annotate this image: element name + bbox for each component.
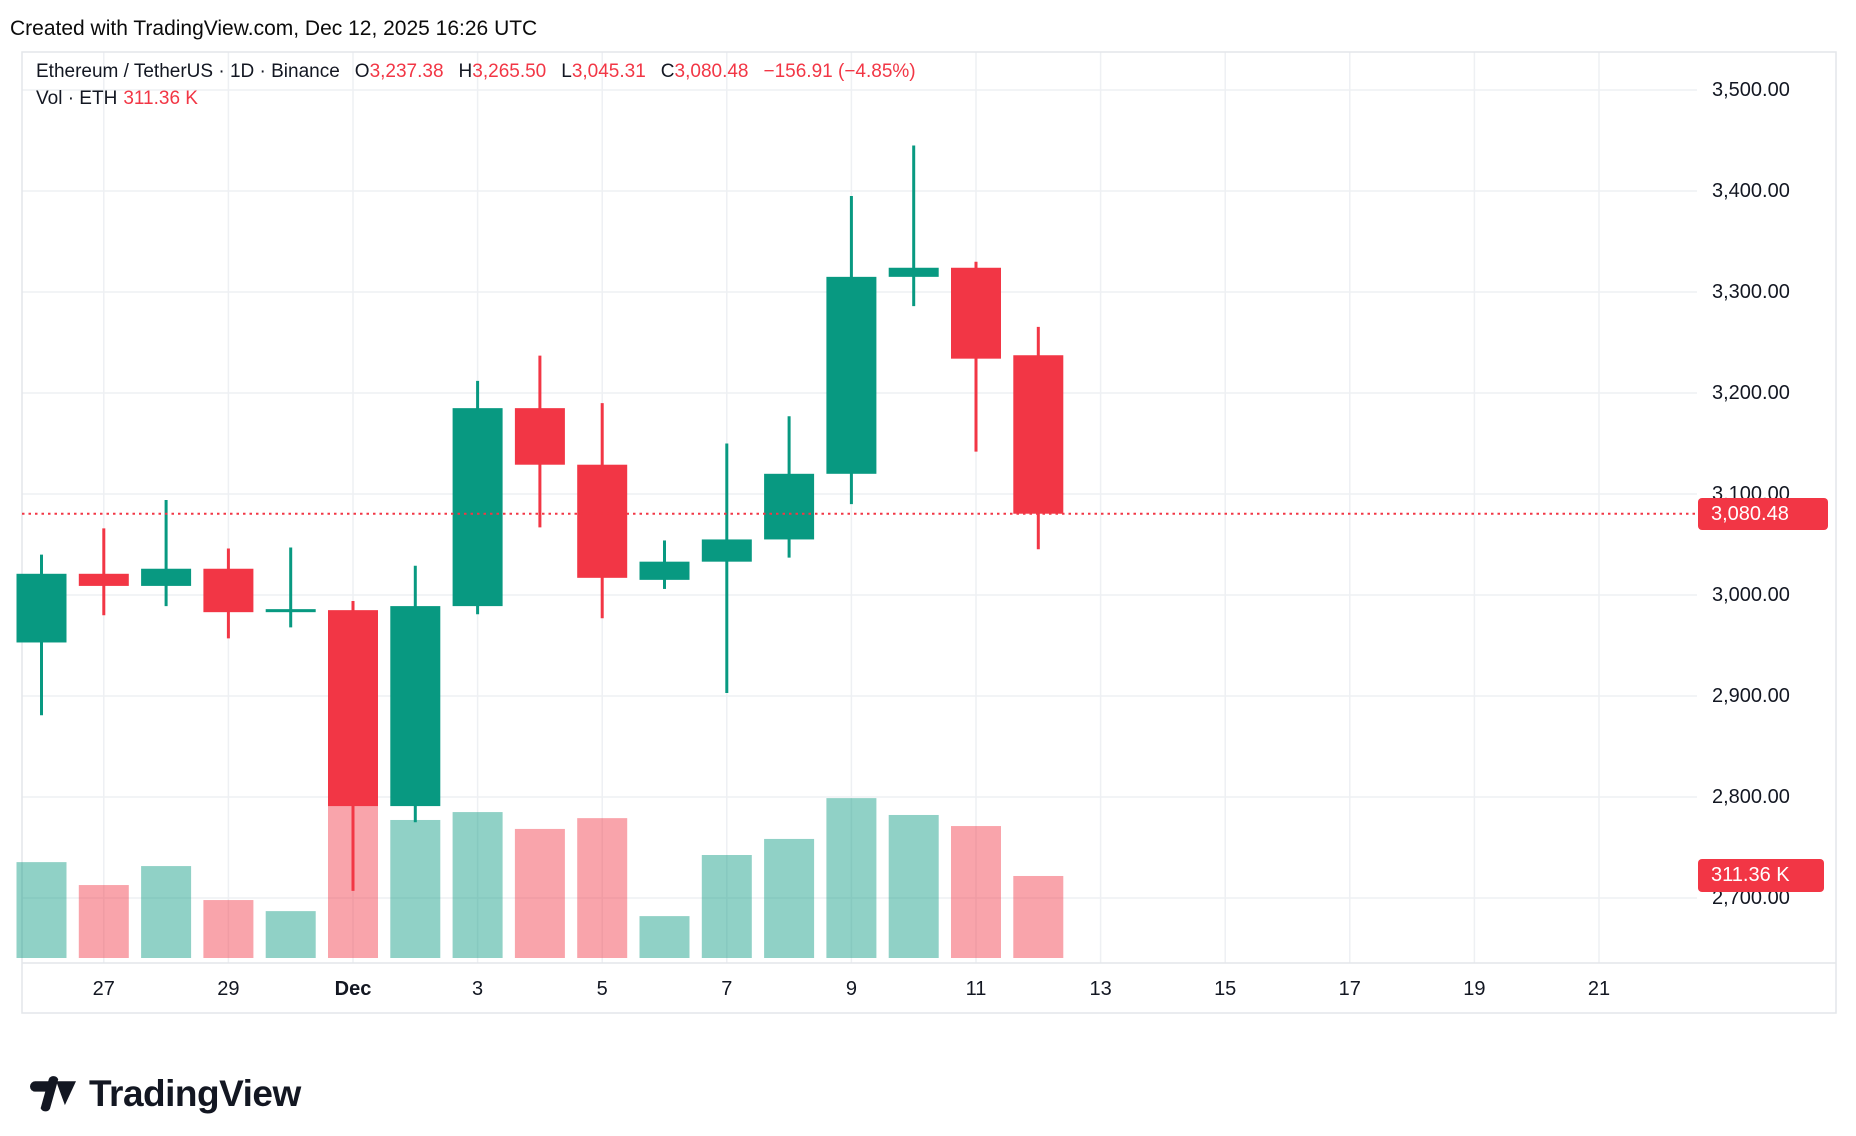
candle[interactable] [78, 573, 129, 586]
change-value: −156.91 (−4.85%) [763, 61, 916, 82]
price-axis-label: 3,200.00 [1712, 382, 1790, 404]
attribution-text: Created with TradingView.com, Dec 12, 20… [10, 17, 538, 40]
candle[interactable] [951, 267, 1001, 359]
ohlc-value-l: 3,045.31 [571, 61, 646, 82]
volume-bar[interactable] [390, 819, 441, 958]
candle[interactable] [16, 573, 67, 643]
time-axis-label-27: 27 [92, 978, 115, 1000]
candle[interactable] [141, 568, 192, 586]
time-axis-label-29: 29 [217, 978, 240, 1000]
volume-bar[interactable] [514, 828, 565, 958]
volume-bar[interactable] [577, 818, 628, 958]
time-axis-label-15: 15 [1214, 978, 1237, 1000]
last-price-tag-value: 3,080.48 [1711, 502, 1789, 525]
candle[interactable] [764, 473, 815, 540]
time-axis-label-21: 21 [1587, 978, 1611, 1000]
time-axis-label-5: 5 [596, 978, 608, 1000]
time-axis-label-9: 9 [845, 978, 857, 1000]
price-axis-label: 3,300.00 [1712, 281, 1790, 303]
volume-bar[interactable] [639, 916, 690, 958]
volume-bar[interactable] [951, 826, 1001, 958]
tradingview-logo-text: TradingView [89, 1073, 301, 1114]
legend-volume-row: Vol · ETH 311.36 K [36, 85, 916, 112]
time-axis-label-dec: Dec [334, 978, 372, 1000]
candle[interactable] [701, 539, 752, 562]
price-axis-label: 2,900.00 [1712, 685, 1790, 707]
symbol-title[interactable]: Ethereum / TetherUS · 1D · Binance [36, 61, 340, 82]
candle[interactable] [639, 561, 690, 580]
volume-bar[interactable] [78, 885, 129, 958]
volume-bar[interactable] [16, 862, 67, 958]
candle[interactable] [390, 606, 441, 807]
price-axis-label: 2,700.00 [1712, 887, 1790, 909]
ohlc-value-c: 3,080.48 [674, 61, 749, 82]
price-axis-label: 3,500.00 [1712, 79, 1790, 101]
time-axis-label-3: 3 [472, 978, 484, 1000]
volume-title[interactable]: Vol · ETH [36, 88, 118, 109]
candle[interactable] [514, 408, 565, 465]
ohlc-label-c: C [660, 61, 675, 82]
volume-bar[interactable] [826, 798, 877, 958]
candle[interactable] [826, 276, 877, 474]
volume-bar[interactable] [141, 866, 192, 958]
volume-bar[interactable] [701, 855, 752, 958]
price-axis-label: 3,400.00 [1712, 180, 1790, 202]
time-axis-label-19: 19 [1463, 978, 1486, 1000]
volume-bar[interactable] [265, 911, 316, 958]
volume-tag: 311.36 K [1698, 859, 1824, 892]
volume-bar[interactable] [1013, 875, 1064, 958]
candle[interactable] [1013, 355, 1064, 514]
candle[interactable] [452, 408, 503, 607]
ohlc-label-h: H [458, 61, 473, 82]
volume-bar[interactable] [888, 814, 939, 958]
ohlc-label-o: O [354, 61, 370, 82]
ohlc-value-o: 3,237.38 [369, 61, 444, 82]
volume-tag-value: 311.36 K [1711, 864, 1790, 886]
last-price-tag: 3,080.48 [1698, 498, 1828, 530]
candle[interactable] [265, 609, 316, 613]
volume-bar[interactable] [764, 838, 815, 958]
volume-bar[interactable] [203, 900, 254, 958]
time-axis-label-11: 11 [965, 978, 987, 1000]
volume-bar[interactable] [452, 812, 503, 958]
ohlc-values: O3,237.38 H3,265.50 L3,045.31 C3,080.48 [355, 58, 764, 85]
price-axis-label: 3,000.00 [1712, 584, 1790, 606]
tradingview-logo[interactable]: TradingView [30, 1072, 301, 1116]
time-axis-label-17: 17 [1338, 978, 1361, 1000]
ohlc-label-l: L [561, 61, 572, 82]
candle[interactable] [577, 464, 628, 578]
ohlc-value-h: 3,265.50 [472, 61, 547, 82]
chart-frame [21, 51, 1837, 1014]
candle[interactable] [203, 568, 254, 613]
candle[interactable] [888, 267, 939, 277]
volume-value: 311.36 K [123, 88, 198, 109]
legend: Ethereum / TetherUS · 1D · Binance O3,23… [36, 58, 916, 112]
time-axis-label-13: 13 [1089, 978, 1112, 1000]
time-axis-label-7: 7 [721, 978, 733, 1000]
legend-symbol-row: Ethereum / TetherUS · 1D · Binance O3,23… [36, 58, 916, 85]
candle[interactable] [328, 610, 378, 807]
price-axis-label: 2,800.00 [1712, 786, 1790, 808]
tradingview-logo-icon [30, 1076, 76, 1112]
